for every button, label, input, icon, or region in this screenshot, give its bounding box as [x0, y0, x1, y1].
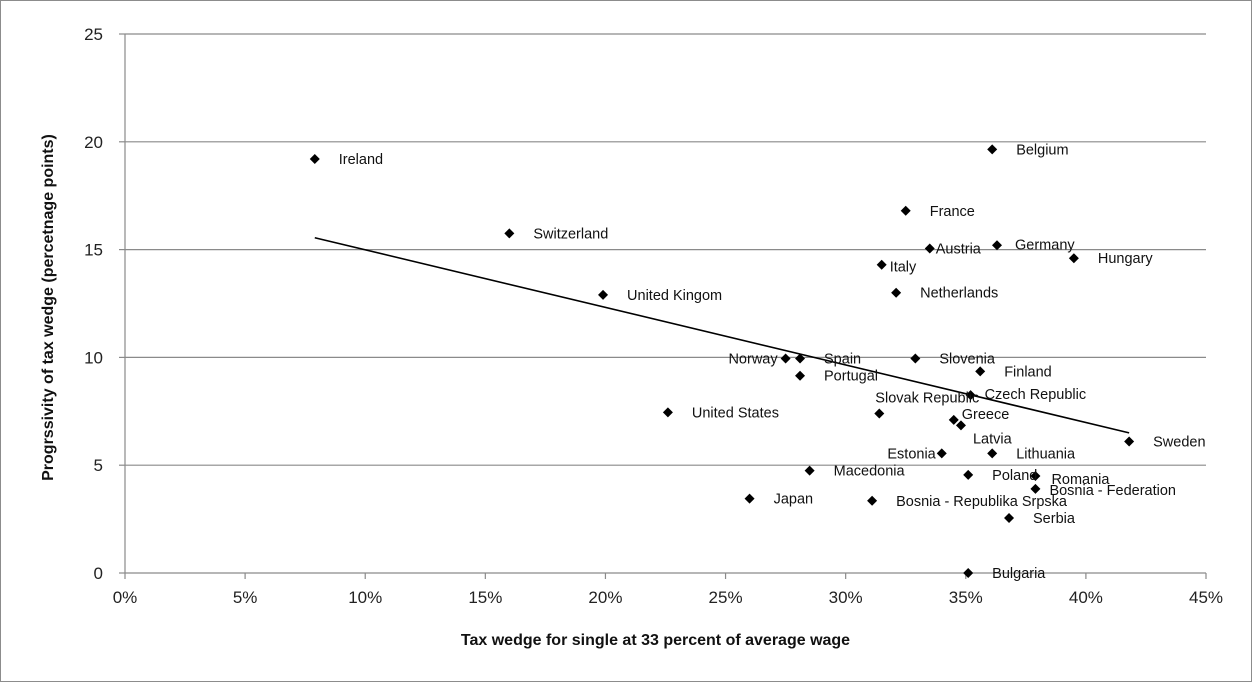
point-label: Lithuania	[1016, 446, 1076, 462]
axes	[119, 33, 1207, 579]
data-point-marker	[867, 495, 878, 506]
trendline-layer	[314, 236, 1130, 434]
data-points	[309, 144, 1135, 578]
point-label: Norway	[728, 351, 778, 367]
y-tick-label: 25	[84, 25, 103, 44]
x-tick-label: 40%	[1069, 588, 1103, 607]
data-point-marker	[924, 243, 935, 254]
point-label: Spain	[824, 351, 861, 367]
data-point-marker	[963, 568, 974, 578]
x-tick-label: 20%	[588, 588, 622, 607]
x-tick-label: 10%	[348, 588, 382, 607]
point-label: Bosnia - Republika Srpska	[896, 494, 1068, 510]
y-tick-label: 0	[94, 564, 103, 583]
point-label: Slovenia	[939, 351, 996, 367]
y-axis-title: Progrssivity of tax wedge (percetnage po…	[40, 134, 57, 481]
point-label: United States	[692, 405, 779, 421]
data-point-marker	[876, 259, 887, 270]
point-label: Finland	[1004, 364, 1052, 380]
x-tick-labels: 0% 5% 10% 15% 20% 25% 30% 35% 40% 45%	[113, 588, 1223, 607]
point-label: Germany	[1015, 237, 1075, 253]
data-point-marker	[804, 465, 815, 476]
x-axis-title: Tax wedge for single at 33 percent of av…	[461, 632, 850, 649]
data-point-marker	[936, 448, 947, 459]
point-label: Austria	[936, 242, 982, 258]
point-label: Estonia	[887, 446, 936, 462]
data-point-marker	[948, 414, 959, 425]
data-point-marker	[975, 366, 986, 377]
x-tick-label: 5%	[233, 588, 258, 607]
y-tick-label: 10	[84, 348, 103, 367]
point-label: Macedonia	[834, 464, 906, 480]
data-point-marker	[1068, 253, 1079, 264]
x-tick-label: 15%	[468, 588, 502, 607]
x-tick-label: 45%	[1189, 588, 1223, 607]
y-tick-label: 5	[94, 456, 103, 475]
data-point-marker	[987, 448, 998, 459]
data-point-marker	[910, 353, 921, 364]
point-label: France	[930, 204, 975, 220]
trendline	[314, 236, 1130, 434]
data-point-marker	[965, 390, 976, 401]
point-label: Greece	[962, 407, 1010, 423]
data-point-marker	[1030, 470, 1041, 481]
y-tick-label: 20	[84, 133, 103, 152]
point-label: Japan	[774, 492, 814, 508]
data-point-marker	[891, 287, 902, 298]
data-point-marker	[598, 289, 609, 300]
point-label: Switzerland	[533, 226, 608, 242]
x-tick-label: 35%	[949, 588, 983, 607]
data-point-marker	[504, 228, 515, 239]
data-point-marker	[744, 493, 755, 504]
point-label: Slovak Republic	[875, 390, 979, 406]
y-tick-label: 15	[84, 241, 103, 260]
x-tick-label: 25%	[709, 588, 743, 607]
x-tick-label: 0%	[113, 588, 138, 607]
data-point-marker	[309, 154, 320, 165]
x-tick-label: 30%	[829, 588, 863, 607]
data-point-marker	[1030, 483, 1041, 494]
point-label: Latvia	[973, 431, 1013, 447]
point-label: Hungary	[1098, 251, 1154, 267]
data-point-marker	[662, 407, 673, 418]
data-point-marker	[795, 370, 806, 381]
point-label: Romania	[1051, 472, 1110, 488]
data-point-marker	[992, 240, 1003, 251]
point-label: Bosnia - Federation	[1049, 483, 1176, 499]
data-point-marker	[780, 353, 791, 364]
data-point-marker	[874, 408, 885, 419]
point-label: Serbia	[1033, 511, 1076, 527]
point-label: Netherlands	[920, 286, 998, 302]
data-point-marker	[955, 420, 966, 431]
gridlines	[125, 33, 1206, 466]
point-label: Ireland	[339, 152, 383, 168]
data-point-marker	[1124, 436, 1135, 447]
y-tick-labels: 0 5 10 15 20 25	[84, 25, 103, 583]
data-point-marker	[900, 205, 911, 216]
data-point-marker	[963, 469, 974, 480]
point-label: Italy	[890, 260, 917, 276]
data-point-marker	[795, 353, 806, 364]
point-label: Belgium	[1016, 142, 1068, 158]
point-label: Poland	[992, 468, 1037, 484]
point-label: Sweden	[1153, 434, 1205, 450]
point-label: Czech Republic	[985, 387, 1087, 403]
data-point-marker	[987, 144, 998, 155]
data-point-marker	[1004, 513, 1015, 524]
point-label: Bulgaria	[992, 566, 1046, 582]
point-label: Portugal	[824, 369, 878, 385]
point-labels: Ireland Switzerland United Kingom United St…	[339, 142, 1206, 582]
point-label: United Kingom	[627, 288, 722, 304]
